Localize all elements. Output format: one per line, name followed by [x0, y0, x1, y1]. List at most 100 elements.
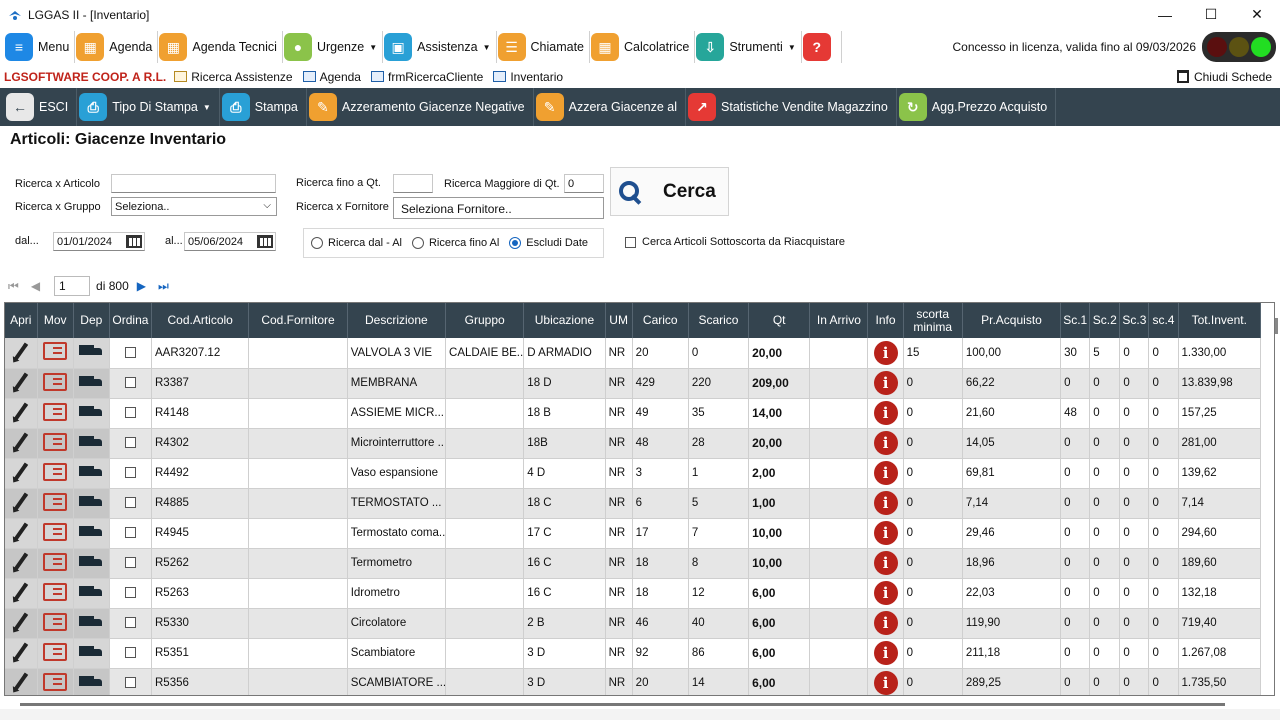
minimize-button[interactable]: — — [1158, 6, 1172, 23]
movements-cell[interactable] — [37, 638, 74, 669]
info-icon[interactable]: i — [873, 491, 898, 515]
movements-cell[interactable] — [37, 518, 74, 549]
info-icon[interactable]: i — [873, 401, 898, 425]
column-header[interactable]: sc.4 — [1148, 303, 1179, 338]
info-cell[interactable]: i — [867, 638, 904, 669]
help-button[interactable]: ? — [802, 31, 842, 63]
info-cell[interactable]: i — [867, 368, 904, 399]
order-cell[interactable] — [109, 548, 153, 579]
table-row[interactable]: R4148 ASSIEME MICR... 18 B NR 49 35 14,00 i 0 21,… — [5, 398, 1262, 429]
page-number-input[interactable]: 1 — [54, 276, 91, 296]
open-cell[interactable] — [5, 608, 38, 639]
qt-maggiore-input[interactable]: 0 — [564, 174, 604, 193]
calcolatrice-button[interactable]: ▦ Calcolatrice — [590, 31, 696, 63]
table-row[interactable]: R5263 Idrometro 16 C NR 18 12 6,00 i 0 22,03 0 0 0 0 1… — [5, 578, 1262, 609]
movements-cell[interactable] — [37, 578, 74, 609]
column-header[interactable]: Carico — [632, 303, 689, 338]
order-cell[interactable] — [109, 518, 153, 549]
warehouse-cell[interactable] — [73, 338, 110, 369]
pencil-icon[interactable] — [13, 582, 28, 601]
open-cell[interactable] — [5, 488, 38, 519]
truck-icon[interactable] — [79, 435, 103, 448]
prev-page-icon[interactable]: ◀ — [30, 279, 41, 293]
azzeramento-giacenze-negative-button[interactable]: ✎ Azzeramento Giacenze Negative — [307, 88, 534, 126]
order-cell[interactable] — [109, 428, 153, 459]
list-icon[interactable] — [43, 612, 68, 631]
movements-cell[interactable] — [37, 428, 74, 459]
warehouse-cell[interactable] — [73, 548, 110, 579]
column-header[interactable]: In Arrivo — [809, 303, 869, 338]
pencil-icon[interactable] — [13, 462, 28, 481]
agenda-tecnici-button[interactable]: ▦ Agenda Tecnici — [158, 31, 283, 63]
info-cell[interactable]: i — [867, 338, 904, 369]
first-page-icon[interactable]: ⏮ — [8, 278, 19, 293]
truck-icon[interactable] — [79, 345, 103, 357]
truck-icon[interactable] — [79, 645, 103, 658]
pencil-icon[interactable] — [13, 432, 28, 451]
order-cell[interactable] — [109, 608, 153, 639]
pencil-icon[interactable] — [13, 342, 28, 361]
table-row[interactable]: R4492 Vaso espansione 4 D NR 3 1 2,00 i 0 69,81 0 0… — [5, 458, 1262, 489]
column-header[interactable]: Qt — [748, 303, 811, 338]
order-checkbox[interactable] — [124, 647, 136, 659]
column-header[interactable]: Dep — [73, 303, 110, 338]
pencil-icon[interactable] — [13, 492, 28, 511]
open-cell[interactable] — [5, 578, 38, 609]
info-cell[interactable]: i — [867, 608, 904, 639]
info-icon[interactable]: i — [873, 371, 898, 395]
warehouse-cell[interactable] — [73, 368, 110, 399]
list-icon[interactable] — [43, 552, 68, 571]
warehouse-cell[interactable] — [73, 458, 110, 489]
list-icon[interactable] — [43, 672, 68, 691]
order-checkbox[interactable] — [124, 617, 136, 629]
open-cell[interactable] — [5, 368, 38, 399]
open-cell[interactable] — [5, 398, 38, 429]
stampa-button[interactable]: ⎙ Stampa — [220, 88, 307, 126]
order-checkbox[interactable] — [124, 527, 136, 539]
order-checkbox[interactable] — [124, 677, 136, 689]
info-cell[interactable]: i — [867, 458, 904, 489]
al-date-input[interactable]: 05/06/2024 — [184, 232, 276, 251]
last-page-icon[interactable]: ⏭ — [157, 278, 169, 293]
articolo-input[interactable] — [111, 174, 276, 193]
movements-cell[interactable] — [37, 668, 74, 695]
list-icon[interactable] — [43, 402, 68, 421]
open-cell[interactable] — [5, 638, 38, 669]
movements-cell[interactable] — [37, 488, 74, 519]
pencil-icon[interactable] — [13, 642, 28, 661]
order-checkbox[interactable] — [124, 347, 136, 359]
order-checkbox[interactable] — [124, 407, 136, 419]
movements-cell[interactable] — [37, 368, 74, 399]
info-icon[interactable]: i — [873, 611, 898, 635]
dal-date-input[interactable]: 01/01/2024 — [53, 232, 145, 251]
order-checkbox[interactable] — [124, 377, 136, 389]
pencil-icon[interactable] — [13, 612, 28, 631]
column-header[interactable]: Gruppo — [445, 303, 525, 338]
warehouse-cell[interactable] — [73, 488, 110, 519]
tab-frmricercacliente[interactable]: frmRicercaCliente — [370, 70, 483, 84]
list-icon[interactable] — [43, 522, 68, 541]
warehouse-cell[interactable] — [73, 638, 110, 669]
table-row[interactable]: R5262 Termometro 16 C NR 18 8 10,00 i 0 18,96 0 0 0 0… — [5, 548, 1262, 579]
order-cell[interactable] — [109, 338, 153, 369]
column-header[interactable]: Ubicazione — [523, 303, 606, 338]
warehouse-cell[interactable] — [73, 398, 110, 429]
info-icon[interactable]: i — [873, 671, 898, 695]
order-checkbox[interactable] — [124, 437, 136, 449]
statistiche-vendite-magazzino-button[interactable]: ↗ Statistiche Vendite Magazzino — [686, 88, 897, 126]
calendar-icon[interactable] — [126, 235, 142, 248]
info-icon[interactable]: i — [873, 431, 898, 455]
order-cell[interactable] — [109, 368, 153, 399]
cerca-button[interactable]: Cerca — [610, 167, 729, 216]
warehouse-cell[interactable] — [73, 518, 110, 549]
table-row[interactable]: R4885 TERMOSTATO ... 18 C NR 6 5 1,00 i 0 7,14 0 0 0… — [5, 488, 1262, 519]
tab-ricerca-assistenze[interactable]: Ricerca Assistenze — [174, 70, 293, 84]
agenda-button[interactable]: ▦ Agenda — [75, 31, 159, 63]
warehouse-cell[interactable] — [73, 428, 110, 459]
vertical-scrollbar[interactable] — [1275, 318, 1278, 334]
order-checkbox[interactable] — [124, 587, 136, 599]
info-icon[interactable]: i — [873, 551, 898, 575]
pencil-icon[interactable] — [13, 522, 28, 541]
list-icon[interactable] — [43, 342, 68, 361]
order-checkbox[interactable] — [124, 557, 136, 569]
